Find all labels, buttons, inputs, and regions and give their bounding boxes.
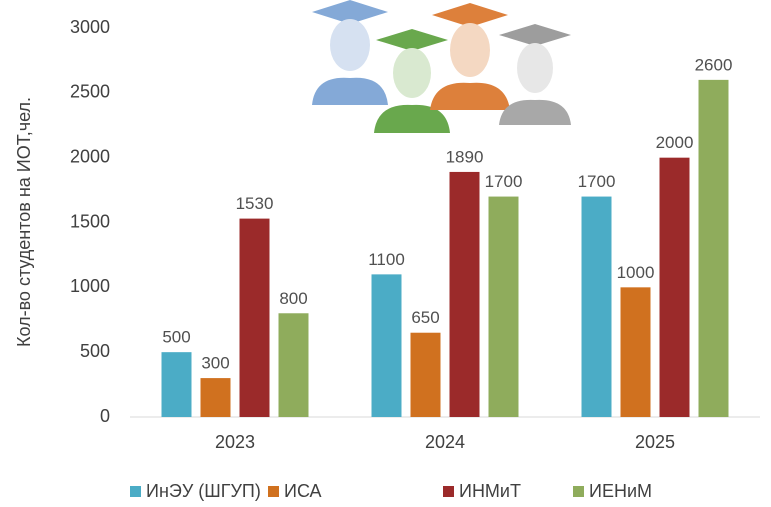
- bar: [450, 172, 480, 417]
- legend-label: ИЕНиМ: [589, 481, 652, 501]
- bar: [699, 80, 729, 417]
- bar: [279, 313, 309, 417]
- value-label: 1100: [368, 250, 405, 269]
- legend-label: ИСА: [284, 481, 322, 501]
- bar: [162, 352, 192, 417]
- bar: [201, 378, 231, 417]
- value-label: 1890: [446, 147, 484, 166]
- y-tick-label: 0: [100, 406, 110, 426]
- graduates-illustration: [312, 0, 571, 133]
- value-label: 1700: [578, 172, 616, 191]
- value-label: 2600: [695, 55, 733, 74]
- bar: [660, 158, 690, 417]
- value-label: 2000: [656, 133, 694, 152]
- legend-swatch: [130, 486, 141, 497]
- y-tick-label: 1500: [70, 211, 110, 231]
- y-tick-label: 1000: [70, 276, 110, 296]
- chart: Кол-во студентов на ИОТ,чел. 0 500 1000 150…: [0, 0, 771, 507]
- legend-swatch: [268, 486, 279, 497]
- value-label: 1000: [617, 263, 655, 282]
- legend-swatch: [573, 486, 584, 497]
- legend-swatch: [443, 486, 454, 497]
- y-tick-label: 2000: [70, 146, 110, 166]
- y-axis-label: Кол-во студентов на ИОТ,чел.: [14, 97, 34, 347]
- value-label: 1700: [485, 172, 523, 191]
- bar: [582, 197, 612, 417]
- legend-label: ИНМиТ: [459, 481, 521, 501]
- bar: [489, 197, 519, 417]
- bar: [621, 287, 651, 417]
- value-label: 800: [279, 289, 307, 308]
- value-label: 300: [201, 354, 229, 373]
- value-label: 500: [162, 328, 190, 347]
- x-tick-label: 2025: [635, 432, 675, 452]
- value-label: 650: [411, 308, 439, 327]
- bar: [411, 333, 441, 417]
- bar: [372, 274, 402, 417]
- y-tick-label: 500: [80, 341, 110, 361]
- bar: [240, 219, 270, 417]
- x-tick-label: 2024: [425, 432, 465, 452]
- y-tick-label: 2500: [70, 82, 110, 102]
- value-label: 1530: [236, 194, 274, 213]
- legend-label: ИнЭУ (ШГУП): [146, 481, 261, 501]
- y-tick-label: 3000: [70, 17, 110, 37]
- x-tick-label: 2023: [215, 432, 255, 452]
